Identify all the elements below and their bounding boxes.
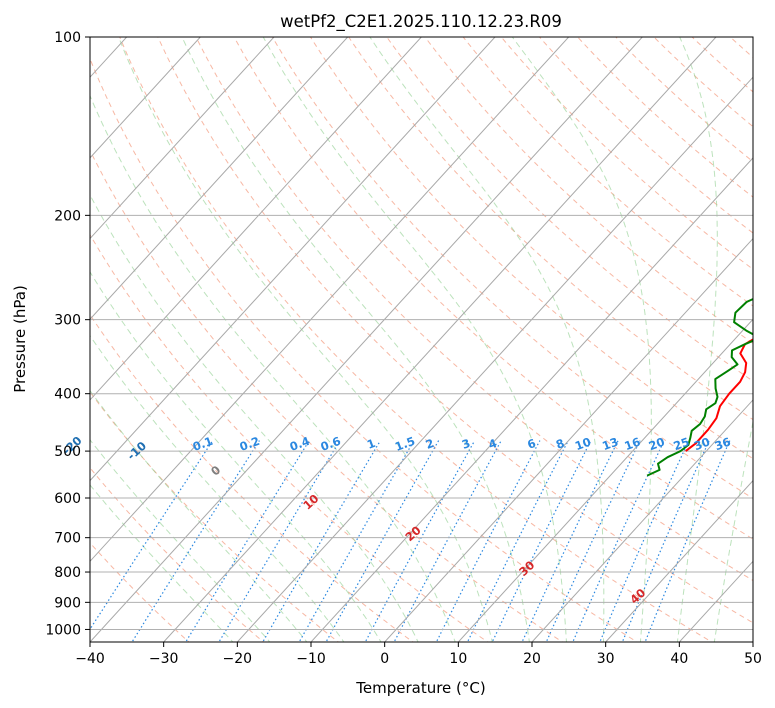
isotherm bbox=[457, 318, 753, 642]
y-tick-label: 400 bbox=[54, 387, 81, 403]
dry-adiabat bbox=[615, 37, 753, 163]
dry-adiabat bbox=[157, 37, 753, 624]
mixing-ratio-label: 25 bbox=[671, 435, 691, 454]
x-tick-label: 20 bbox=[523, 651, 541, 667]
isotherm bbox=[604, 479, 753, 642]
dry-adiabat bbox=[271, 37, 753, 500]
dry-adiabat bbox=[90, 313, 414, 642]
sounding-profiles bbox=[646, 297, 753, 477]
mixing-ratio-label: 0.4 bbox=[288, 434, 312, 454]
moist-adiabat bbox=[90, 484, 234, 642]
mixing-ratio-line bbox=[298, 440, 415, 642]
mixing-ratio-label: 0.6 bbox=[319, 434, 343, 454]
y-tick-label: 100 bbox=[54, 30, 81, 46]
dry-adiabat bbox=[90, 391, 340, 642]
temperature-profile bbox=[685, 338, 753, 452]
mixing-ratio-line bbox=[131, 440, 260, 642]
mixing-ratio-label: 30 bbox=[692, 435, 712, 454]
mixing-ratio-line bbox=[325, 440, 440, 642]
isotherm bbox=[90, 37, 423, 401]
mixing-ratio-line bbox=[644, 440, 731, 642]
dry-adiabat bbox=[195, 37, 753, 582]
x-tick-label: 10 bbox=[449, 651, 467, 667]
mixing-ratio-line bbox=[521, 440, 619, 642]
y-tick-label: 600 bbox=[54, 491, 81, 507]
mixing-ratio-label: 10 bbox=[573, 435, 593, 454]
dewpoint-profile bbox=[646, 297, 753, 477]
x-tick-label: 0 bbox=[380, 651, 389, 667]
axes: −40 −30 −20 −10 0 10 20 30 40 50 1000 900 800 700 600 5… bbox=[45, 30, 762, 667]
mixing-ratio-label: 0.2 bbox=[238, 434, 262, 454]
x-tick-label: −40 bbox=[75, 651, 105, 667]
mixing-ratio-line bbox=[393, 440, 502, 642]
y-tick-label: 300 bbox=[54, 313, 81, 329]
mixing-ratio-line bbox=[435, 440, 541, 642]
y-tick-label: 800 bbox=[54, 565, 81, 581]
x-tick-label: −10 bbox=[296, 651, 326, 667]
mixing-ratio-line bbox=[185, 440, 310, 642]
x-tick-label: −30 bbox=[149, 651, 179, 667]
isotherm bbox=[162, 37, 717, 642]
chart-title: wetPf2_C2E1.2025.110.12.23.R09 bbox=[280, 12, 562, 32]
plot-frame bbox=[89, 36, 754, 643]
dry-adiabat bbox=[233, 37, 753, 540]
isotherm bbox=[383, 237, 753, 642]
x-tick-label: 50 bbox=[744, 651, 762, 667]
isotherm bbox=[90, 37, 496, 482]
x-tick-label: −20 bbox=[223, 651, 253, 667]
x-axis-label: Temperature (°C) bbox=[355, 679, 485, 697]
dry-adiabat bbox=[538, 37, 753, 234]
mixing-ratio-label: 36 bbox=[713, 435, 733, 454]
x-tick-label: 30 bbox=[597, 651, 615, 667]
y-tick-label: 500 bbox=[54, 444, 81, 460]
y-tick-label: 200 bbox=[54, 208, 81, 224]
isotherm bbox=[90, 37, 275, 240]
y-tick-label: 700 bbox=[54, 531, 81, 547]
mixing-ratio-label: 13 bbox=[600, 435, 620, 454]
dry-adiabat bbox=[386, 37, 753, 382]
isotherm bbox=[531, 399, 753, 642]
mixing-ratio-label: 20 bbox=[647, 435, 667, 454]
isotherm bbox=[236, 76, 753, 642]
mixing-ratio-line bbox=[364, 440, 476, 642]
dry-adiabat bbox=[348, 37, 753, 421]
dry-adiabat bbox=[576, 37, 753, 198]
mixing-ratio-label: 1.5 bbox=[393, 434, 417, 454]
isotherm bbox=[310, 157, 753, 642]
mixing-ratio-label: 16 bbox=[622, 435, 642, 454]
dry-adiabat bbox=[90, 57, 638, 642]
isotherm bbox=[90, 37, 570, 563]
mixing-ratio-line bbox=[545, 440, 641, 642]
x-tick-label: 40 bbox=[670, 651, 688, 667]
mixing-ratio-line bbox=[218, 440, 341, 642]
dry-adiabat bbox=[309, 37, 753, 460]
y-tick-label: 900 bbox=[54, 595, 81, 611]
mixing-ratio-line bbox=[90, 440, 214, 631]
isotherm bbox=[90, 37, 644, 642]
y-tick-label: 1000 bbox=[45, 622, 81, 638]
mixing-ratio-line bbox=[262, 440, 381, 642]
isotherm bbox=[90, 37, 202, 159]
background-lines bbox=[90, 37, 753, 642]
mixing-ratio-line bbox=[621, 440, 710, 642]
isotherm bbox=[90, 37, 349, 320]
mixing-ratio-line bbox=[599, 440, 690, 642]
mixing-ratio-label: 0.1 bbox=[191, 434, 215, 454]
y-axis-label: Pressure (hPa) bbox=[11, 285, 29, 393]
